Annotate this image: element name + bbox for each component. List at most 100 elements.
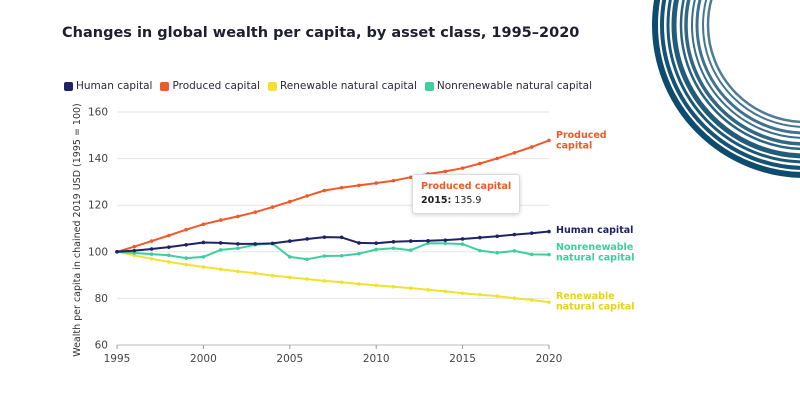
data-point-human[interactable] bbox=[253, 242, 258, 246]
data-point-nonrenewable[interactable] bbox=[391, 246, 396, 251]
data-point-produced[interactable] bbox=[339, 185, 344, 190]
data-point-renewable[interactable] bbox=[305, 277, 309, 281]
data-point-nonrenewable[interactable] bbox=[357, 251, 361, 256]
data-point-nonrenewable[interactable] bbox=[305, 257, 309, 262]
data-point-produced[interactable] bbox=[478, 161, 482, 166]
data-point-renewable[interactable] bbox=[391, 284, 396, 289]
data-point-renewable[interactable] bbox=[322, 279, 327, 283]
data-point-renewable[interactable] bbox=[374, 283, 379, 288]
data-point-nonrenewable[interactable] bbox=[184, 256, 188, 260]
legend-item-nonrenewable[interactable]: Nonrenewable natural capital bbox=[424, 80, 592, 92]
data-point-human[interactable] bbox=[322, 235, 327, 239]
data-point-human[interactable] bbox=[529, 231, 534, 235]
data-point-produced[interactable] bbox=[218, 218, 223, 222]
data-point-renewable[interactable] bbox=[167, 260, 171, 264]
data-point-nonrenewable[interactable] bbox=[460, 242, 465, 246]
data-point-nonrenewable[interactable] bbox=[478, 248, 482, 253]
data-point-human[interactable] bbox=[357, 241, 361, 245]
data-point-human[interactable] bbox=[167, 245, 171, 249]
data-point-renewable[interactable] bbox=[408, 286, 413, 290]
data-point-produced[interactable] bbox=[357, 183, 361, 188]
data-point-human[interactable] bbox=[547, 229, 551, 234]
legend-item-produced[interactable]: Produced capital bbox=[160, 80, 260, 92]
data-point-renewable[interactable] bbox=[426, 287, 430, 292]
data-point-nonrenewable[interactable] bbox=[322, 254, 327, 258]
data-point-renewable[interactable] bbox=[184, 262, 188, 267]
data-point-nonrenewable[interactable] bbox=[529, 252, 534, 257]
data-point-human[interactable] bbox=[270, 241, 275, 246]
data-point-produced[interactable] bbox=[305, 194, 309, 198]
data-point-renewable[interactable] bbox=[460, 291, 465, 296]
data-point-produced[interactable] bbox=[529, 145, 534, 149]
data-point-produced[interactable] bbox=[408, 175, 413, 180]
data-point-renewable[interactable] bbox=[253, 271, 258, 276]
data-point-nonrenewable[interactable] bbox=[512, 249, 517, 253]
data-point-nonrenewable[interactable] bbox=[218, 248, 223, 252]
data-point-produced[interactable] bbox=[184, 227, 188, 232]
data-point-human[interactable] bbox=[201, 240, 206, 245]
data-point-produced[interactable] bbox=[288, 199, 292, 204]
data-point-produced[interactable] bbox=[374, 181, 379, 185]
data-point-human[interactable] bbox=[132, 248, 137, 253]
data-point-human[interactable] bbox=[443, 238, 448, 242]
data-point-renewable[interactable] bbox=[288, 275, 292, 280]
data-point-renewable[interactable] bbox=[512, 296, 517, 300]
data-point-human[interactable] bbox=[305, 237, 309, 241]
data-point-human[interactable] bbox=[512, 232, 517, 237]
data-point-produced[interactable] bbox=[270, 205, 275, 209]
data-point-produced[interactable] bbox=[391, 178, 396, 183]
data-point-renewable[interactable] bbox=[236, 269, 240, 274]
data-point-human[interactable] bbox=[115, 250, 119, 254]
data-point-produced[interactable] bbox=[547, 138, 551, 143]
data-point-renewable[interactable] bbox=[149, 256, 154, 261]
series-line-nonrenewable[interactable] bbox=[116, 242, 550, 261]
data-point-produced[interactable] bbox=[167, 233, 171, 238]
data-point-nonrenewable[interactable] bbox=[547, 252, 551, 257]
data-point-renewable[interactable] bbox=[218, 267, 223, 272]
data-point-renewable[interactable] bbox=[270, 273, 275, 278]
data-point-human[interactable] bbox=[149, 247, 154, 251]
data-point-human[interactable] bbox=[495, 234, 499, 238]
legend-item-human[interactable]: Human capital bbox=[64, 80, 152, 92]
data-point-produced[interactable] bbox=[460, 166, 465, 170]
series-line-produced[interactable] bbox=[116, 139, 550, 253]
data-point-produced[interactable] bbox=[149, 239, 154, 243]
data-point-nonrenewable[interactable] bbox=[339, 253, 344, 258]
data-point-human[interactable] bbox=[426, 239, 430, 243]
data-point-human[interactable] bbox=[391, 239, 396, 244]
data-point-produced[interactable] bbox=[253, 210, 258, 214]
data-point-human[interactable] bbox=[184, 243, 188, 247]
data-point-human[interactable] bbox=[460, 237, 465, 241]
data-point-nonrenewable[interactable] bbox=[201, 255, 206, 259]
data-point-produced[interactable] bbox=[443, 169, 448, 174]
data-point-renewable[interactable] bbox=[201, 265, 206, 269]
data-point-renewable[interactable] bbox=[357, 282, 361, 286]
data-point-human[interactable] bbox=[236, 242, 240, 246]
data-point-nonrenewable[interactable] bbox=[374, 247, 379, 252]
data-point-human[interactable] bbox=[478, 235, 482, 240]
data-point-renewable[interactable] bbox=[495, 294, 499, 298]
data-point-produced[interactable] bbox=[236, 214, 240, 219]
legend-item-renewable[interactable]: Renewable natural capital bbox=[267, 80, 417, 92]
data-point-produced[interactable] bbox=[322, 188, 327, 193]
data-point-human[interactable] bbox=[339, 235, 344, 240]
data-point-produced[interactable] bbox=[132, 244, 137, 249]
data-point-nonrenewable[interactable] bbox=[167, 253, 171, 258]
data-point-renewable[interactable] bbox=[443, 289, 448, 294]
data-point-renewable[interactable] bbox=[478, 292, 482, 297]
data-point-human[interactable] bbox=[218, 241, 223, 245]
data-point-renewable[interactable] bbox=[529, 298, 534, 302]
data-point-human[interactable] bbox=[288, 239, 292, 243]
series-line-renewable[interactable] bbox=[116, 250, 550, 304]
data-point-nonrenewable[interactable] bbox=[443, 241, 448, 246]
data-point-renewable[interactable] bbox=[339, 280, 344, 285]
data-point-nonrenewable[interactable] bbox=[408, 248, 413, 252]
data-point-produced[interactable] bbox=[512, 150, 517, 155]
data-point-produced[interactable] bbox=[201, 222, 206, 227]
data-point-nonrenewable[interactable] bbox=[495, 250, 499, 255]
data-point-renewable[interactable] bbox=[547, 300, 551, 304]
data-point-nonrenewable[interactable] bbox=[288, 255, 292, 259]
data-point-human[interactable] bbox=[408, 239, 413, 243]
data-point-produced[interactable] bbox=[495, 156, 499, 161]
data-point-nonrenewable[interactable] bbox=[149, 252, 154, 256]
